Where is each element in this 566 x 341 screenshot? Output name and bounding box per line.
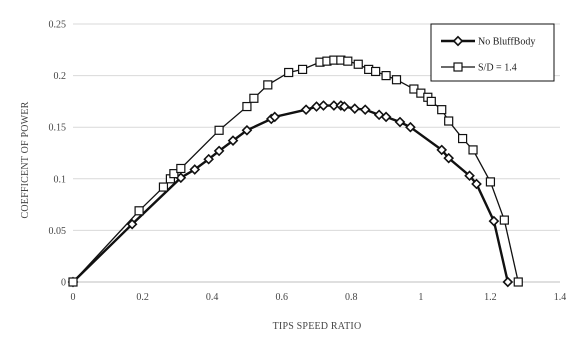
data-point bbox=[250, 94, 258, 102]
data-point bbox=[396, 118, 404, 126]
x-axis-title: TIPS SPEED RATIO bbox=[273, 321, 362, 332]
x-tick-label: 0 bbox=[71, 292, 76, 303]
y-tick-label: 0.2 bbox=[54, 71, 67, 82]
data-point bbox=[159, 183, 167, 191]
data-point bbox=[135, 207, 143, 215]
data-point bbox=[243, 103, 251, 111]
series-line bbox=[73, 106, 508, 282]
data-point bbox=[454, 63, 462, 71]
data-point bbox=[344, 57, 352, 65]
x-tick-label: 1.4 bbox=[554, 292, 566, 303]
data-point bbox=[427, 97, 435, 105]
data-point bbox=[264, 81, 272, 89]
legend: No BluffBody S/D = 1.4 bbox=[431, 24, 554, 81]
data-point bbox=[486, 178, 494, 186]
data-point bbox=[361, 105, 369, 113]
legend-label: S/D = 1.4 bbox=[478, 63, 517, 74]
data-point bbox=[438, 106, 446, 114]
data-point bbox=[354, 60, 362, 68]
series-line bbox=[73, 60, 518, 282]
data-point bbox=[351, 104, 359, 112]
data-point bbox=[319, 101, 327, 109]
x-tick-label: 1.2 bbox=[484, 292, 497, 303]
data-point bbox=[514, 278, 522, 286]
data-point bbox=[372, 67, 380, 75]
y-tick-label: 0.15 bbox=[49, 123, 67, 134]
data-point bbox=[177, 164, 185, 172]
x-tick-label: 0.2 bbox=[136, 292, 149, 303]
y-tick-label: 0.25 bbox=[49, 20, 67, 31]
series-1 bbox=[69, 101, 512, 286]
data-point bbox=[302, 105, 310, 113]
data-point bbox=[69, 278, 77, 286]
data-point bbox=[382, 72, 390, 80]
x-tick-label: 0.6 bbox=[275, 292, 288, 303]
series bbox=[69, 56, 522, 286]
data-point bbox=[215, 126, 223, 134]
y-tick-label: 0 bbox=[61, 278, 66, 289]
x-tick-label: 0.8 bbox=[345, 292, 358, 303]
data-point bbox=[504, 278, 512, 286]
x-tick-label: 0.4 bbox=[206, 292, 219, 303]
data-point bbox=[490, 217, 498, 225]
data-point bbox=[445, 117, 453, 125]
y-tick-label: 0.1 bbox=[54, 174, 67, 185]
series-2 bbox=[69, 56, 522, 286]
x-tick-label: 1 bbox=[418, 292, 423, 303]
y-tick-label: 0.05 bbox=[49, 226, 67, 237]
data-point bbox=[469, 146, 477, 154]
data-point bbox=[459, 135, 467, 143]
data-point bbox=[285, 69, 293, 77]
y-axis-title: COEFFICENT OF POWER bbox=[20, 101, 31, 218]
data-point bbox=[500, 216, 508, 224]
legend-label: No BluffBody bbox=[478, 37, 535, 48]
data-point bbox=[299, 65, 307, 73]
data-point bbox=[393, 76, 401, 84]
